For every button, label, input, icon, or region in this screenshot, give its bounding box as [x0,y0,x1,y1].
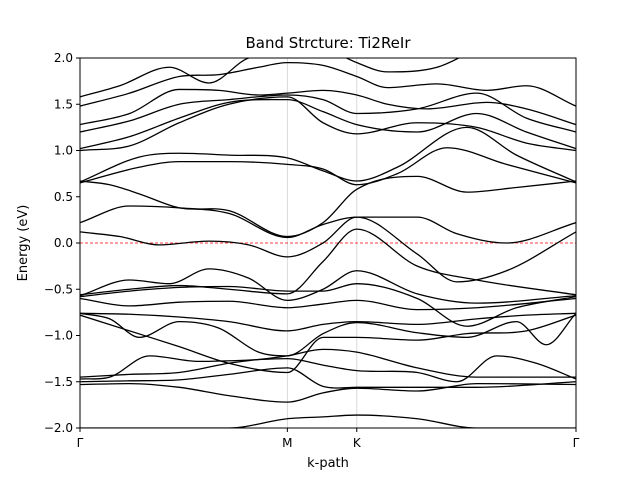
y-tick-label: 0.5 [54,190,73,204]
band-line-24 [344,58,461,73]
y-tick-label: 1.0 [54,144,73,158]
x-axis-label: k-path [307,456,349,471]
x-tick-label: Γ [77,436,84,450]
band-line-20 [80,92,576,133]
y-tick-label: 1.5 [54,97,73,111]
y-tick-label: −1.5 [44,375,73,389]
x-tick-label: K [353,436,362,450]
band-line-8 [80,312,576,332]
band-line-3 [80,367,576,389]
band-line-17 [80,126,576,183]
band-line-11 [80,268,576,304]
y-tick-label: −0.5 [44,282,73,296]
y-tick-label: −1.0 [44,329,73,343]
y-axis-label: Energy (eV) [16,205,31,282]
band-line-15 [80,175,576,238]
y-tick-label: −2.0 [44,421,73,435]
y-tick-label: 2.0 [54,51,73,65]
band-line-16 [80,147,576,186]
band-line-9 [80,297,576,311]
band-line-7 [80,312,576,357]
chart-title: Band Strcture: Ti2ReIr [245,34,411,52]
y-tick-label: 0.0 [54,236,73,250]
band-line-4 [80,355,576,383]
band-line-12 [80,228,576,296]
band-line-18 [80,96,576,152]
band-line-14 [80,205,576,244]
band-line-5 [80,348,576,378]
band-line-21 [80,88,576,126]
band-line-13 [80,216,576,283]
x-tick-label: Γ [573,436,580,450]
band-line-19 [80,98,576,150]
bands [80,58,576,428]
band-line-22 [80,61,576,107]
x-tick-label: M [282,436,292,450]
band-line-2 [80,382,576,403]
y-axis: −2.0 −1.5 −1.0 −0.5 0.0 0.5 1.0 1.5 2.0 [44,51,80,435]
band-line-1 [80,414,576,428]
band-line-23 [80,58,252,98]
band-line-10 [80,283,576,327]
